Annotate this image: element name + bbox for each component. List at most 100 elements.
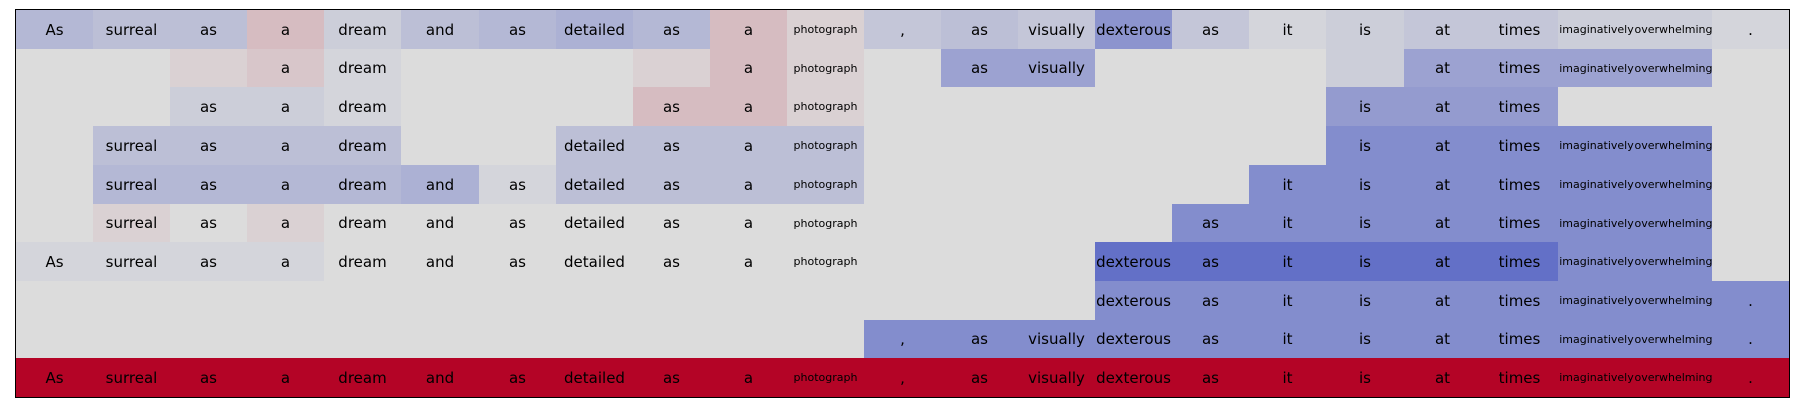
token-label: is <box>1359 175 1371 194</box>
heatmap-cell: dexterous <box>1095 242 1172 281</box>
heatmap-cell: as <box>170 242 247 281</box>
token-label: times <box>1498 214 1541 232</box>
heatmap-cell <box>479 281 556 320</box>
token-label: is <box>1359 368 1371 387</box>
token-label: overwhelming <box>1635 294 1712 307</box>
heatmap-cell <box>1172 165 1249 204</box>
token-label: as <box>970 20 988 39</box>
token-label: times <box>1498 252 1541 271</box>
heatmap-cell: as <box>1172 358 1249 397</box>
heatmap-cell <box>710 320 787 358</box>
heatmap-cell <box>1095 87 1172 126</box>
heatmap-cell: it <box>1249 320 1326 358</box>
token-label: as <box>199 368 217 387</box>
heatmap-cell: times <box>1481 358 1558 397</box>
heatmap-cell: detailed <box>556 358 633 397</box>
heatmap-cell: a <box>247 126 324 165</box>
heatmap-cell: as <box>170 204 247 242</box>
heatmap-cell: as <box>479 204 556 242</box>
token-label: at <box>1434 136 1451 155</box>
token-label: is <box>1359 136 1371 155</box>
heatmap-cell: times <box>1481 320 1558 358</box>
heatmap-cell: and <box>401 165 479 204</box>
token-label: it <box>1282 330 1293 348</box>
heatmap-cell: times <box>1481 242 1558 281</box>
token-label: as <box>508 252 526 271</box>
token-label: visually <box>1028 59 1085 77</box>
token-label: detailed <box>564 252 625 271</box>
token-label: overwhelming <box>1635 255 1712 268</box>
token-label: it <box>1282 291 1293 310</box>
heatmap-cell: as <box>1172 10 1249 49</box>
heatmap-cell: overwhelming <box>1635 49 1712 87</box>
token-label: surreal <box>105 136 158 155</box>
heatmap-cell <box>1018 281 1095 320</box>
token-label: surreal <box>105 252 158 271</box>
heatmap-cell: as <box>479 358 556 397</box>
token-label: is <box>1359 214 1371 232</box>
heatmap-cell: overwhelming <box>1635 358 1712 397</box>
token-label: detailed <box>564 20 625 39</box>
token-label: dexterous <box>1096 20 1171 39</box>
heatmap-cell: a <box>710 126 787 165</box>
token-label: . <box>1748 20 1753 39</box>
token-label: is <box>1359 252 1371 271</box>
token-label: dream <box>338 214 387 232</box>
token-label: and <box>425 175 455 194</box>
heatmap-cell: detailed <box>556 165 633 204</box>
heatmap-cell: a <box>247 242 324 281</box>
heatmap-cell: times <box>1481 204 1558 242</box>
heatmap-cell: is <box>1326 358 1404 397</box>
token-label: times <box>1498 97 1541 116</box>
heatmap-cell: photograph <box>787 165 864 204</box>
heatmap-cell <box>1095 204 1172 242</box>
heatmap-cell <box>1712 126 1789 165</box>
heatmap-cell <box>1712 165 1789 204</box>
token-label: it <box>1282 368 1293 387</box>
token-label: overwhelming <box>1635 332 1712 346</box>
heatmap-cell: imaginatively <box>1558 242 1635 281</box>
heatmap-cell <box>1018 165 1095 204</box>
heatmap-cell <box>787 320 864 358</box>
heatmap-cell <box>247 320 324 358</box>
token-label: a <box>743 20 754 39</box>
token-label: and <box>425 368 455 387</box>
heatmap-cell <box>633 281 710 320</box>
heatmap-cell: as <box>170 10 247 49</box>
token-label: at <box>1434 368 1451 387</box>
heatmap-cell: visually <box>1018 49 1095 87</box>
token-label: a <box>280 59 291 77</box>
heatmap-cell <box>633 320 710 358</box>
heatmap-cell: imaginatively <box>1558 281 1635 320</box>
token-label: at <box>1434 214 1451 232</box>
heatmap-cell: dexterous <box>1095 358 1172 397</box>
token-label: , <box>900 368 905 387</box>
token-label: visually <box>1028 368 1085 387</box>
token-label: times <box>1498 175 1541 194</box>
heatmap-cell: as <box>170 126 247 165</box>
token-label: times <box>1498 59 1541 77</box>
heatmap-cell <box>1018 242 1095 281</box>
heatmap-cell: photograph <box>787 10 864 49</box>
heatmap-cell <box>16 281 93 320</box>
heatmap-cell: a <box>247 165 324 204</box>
token-label: times <box>1498 291 1541 310</box>
token-label: as <box>662 97 680 116</box>
heatmap-cell: as <box>941 49 1018 87</box>
heatmap-cell: as <box>633 165 710 204</box>
heatmap-cell <box>401 87 479 126</box>
heatmap-cell: as <box>633 204 710 242</box>
token-label: as <box>199 136 217 155</box>
token-label: a <box>743 136 754 155</box>
heatmap-cell: it <box>1249 358 1326 397</box>
token-label: a <box>280 175 291 194</box>
heatmap-cell: photograph <box>787 87 864 126</box>
token-label: is <box>1359 291 1371 310</box>
heatmap-cell: and <box>401 242 479 281</box>
token-label: photograph <box>793 61 858 75</box>
heatmap-cell: it <box>1249 204 1326 242</box>
token-label: as <box>508 20 526 39</box>
heatmap-cell: a <box>710 87 787 126</box>
token-label: as <box>199 214 217 232</box>
heatmap-cell <box>1095 165 1172 204</box>
